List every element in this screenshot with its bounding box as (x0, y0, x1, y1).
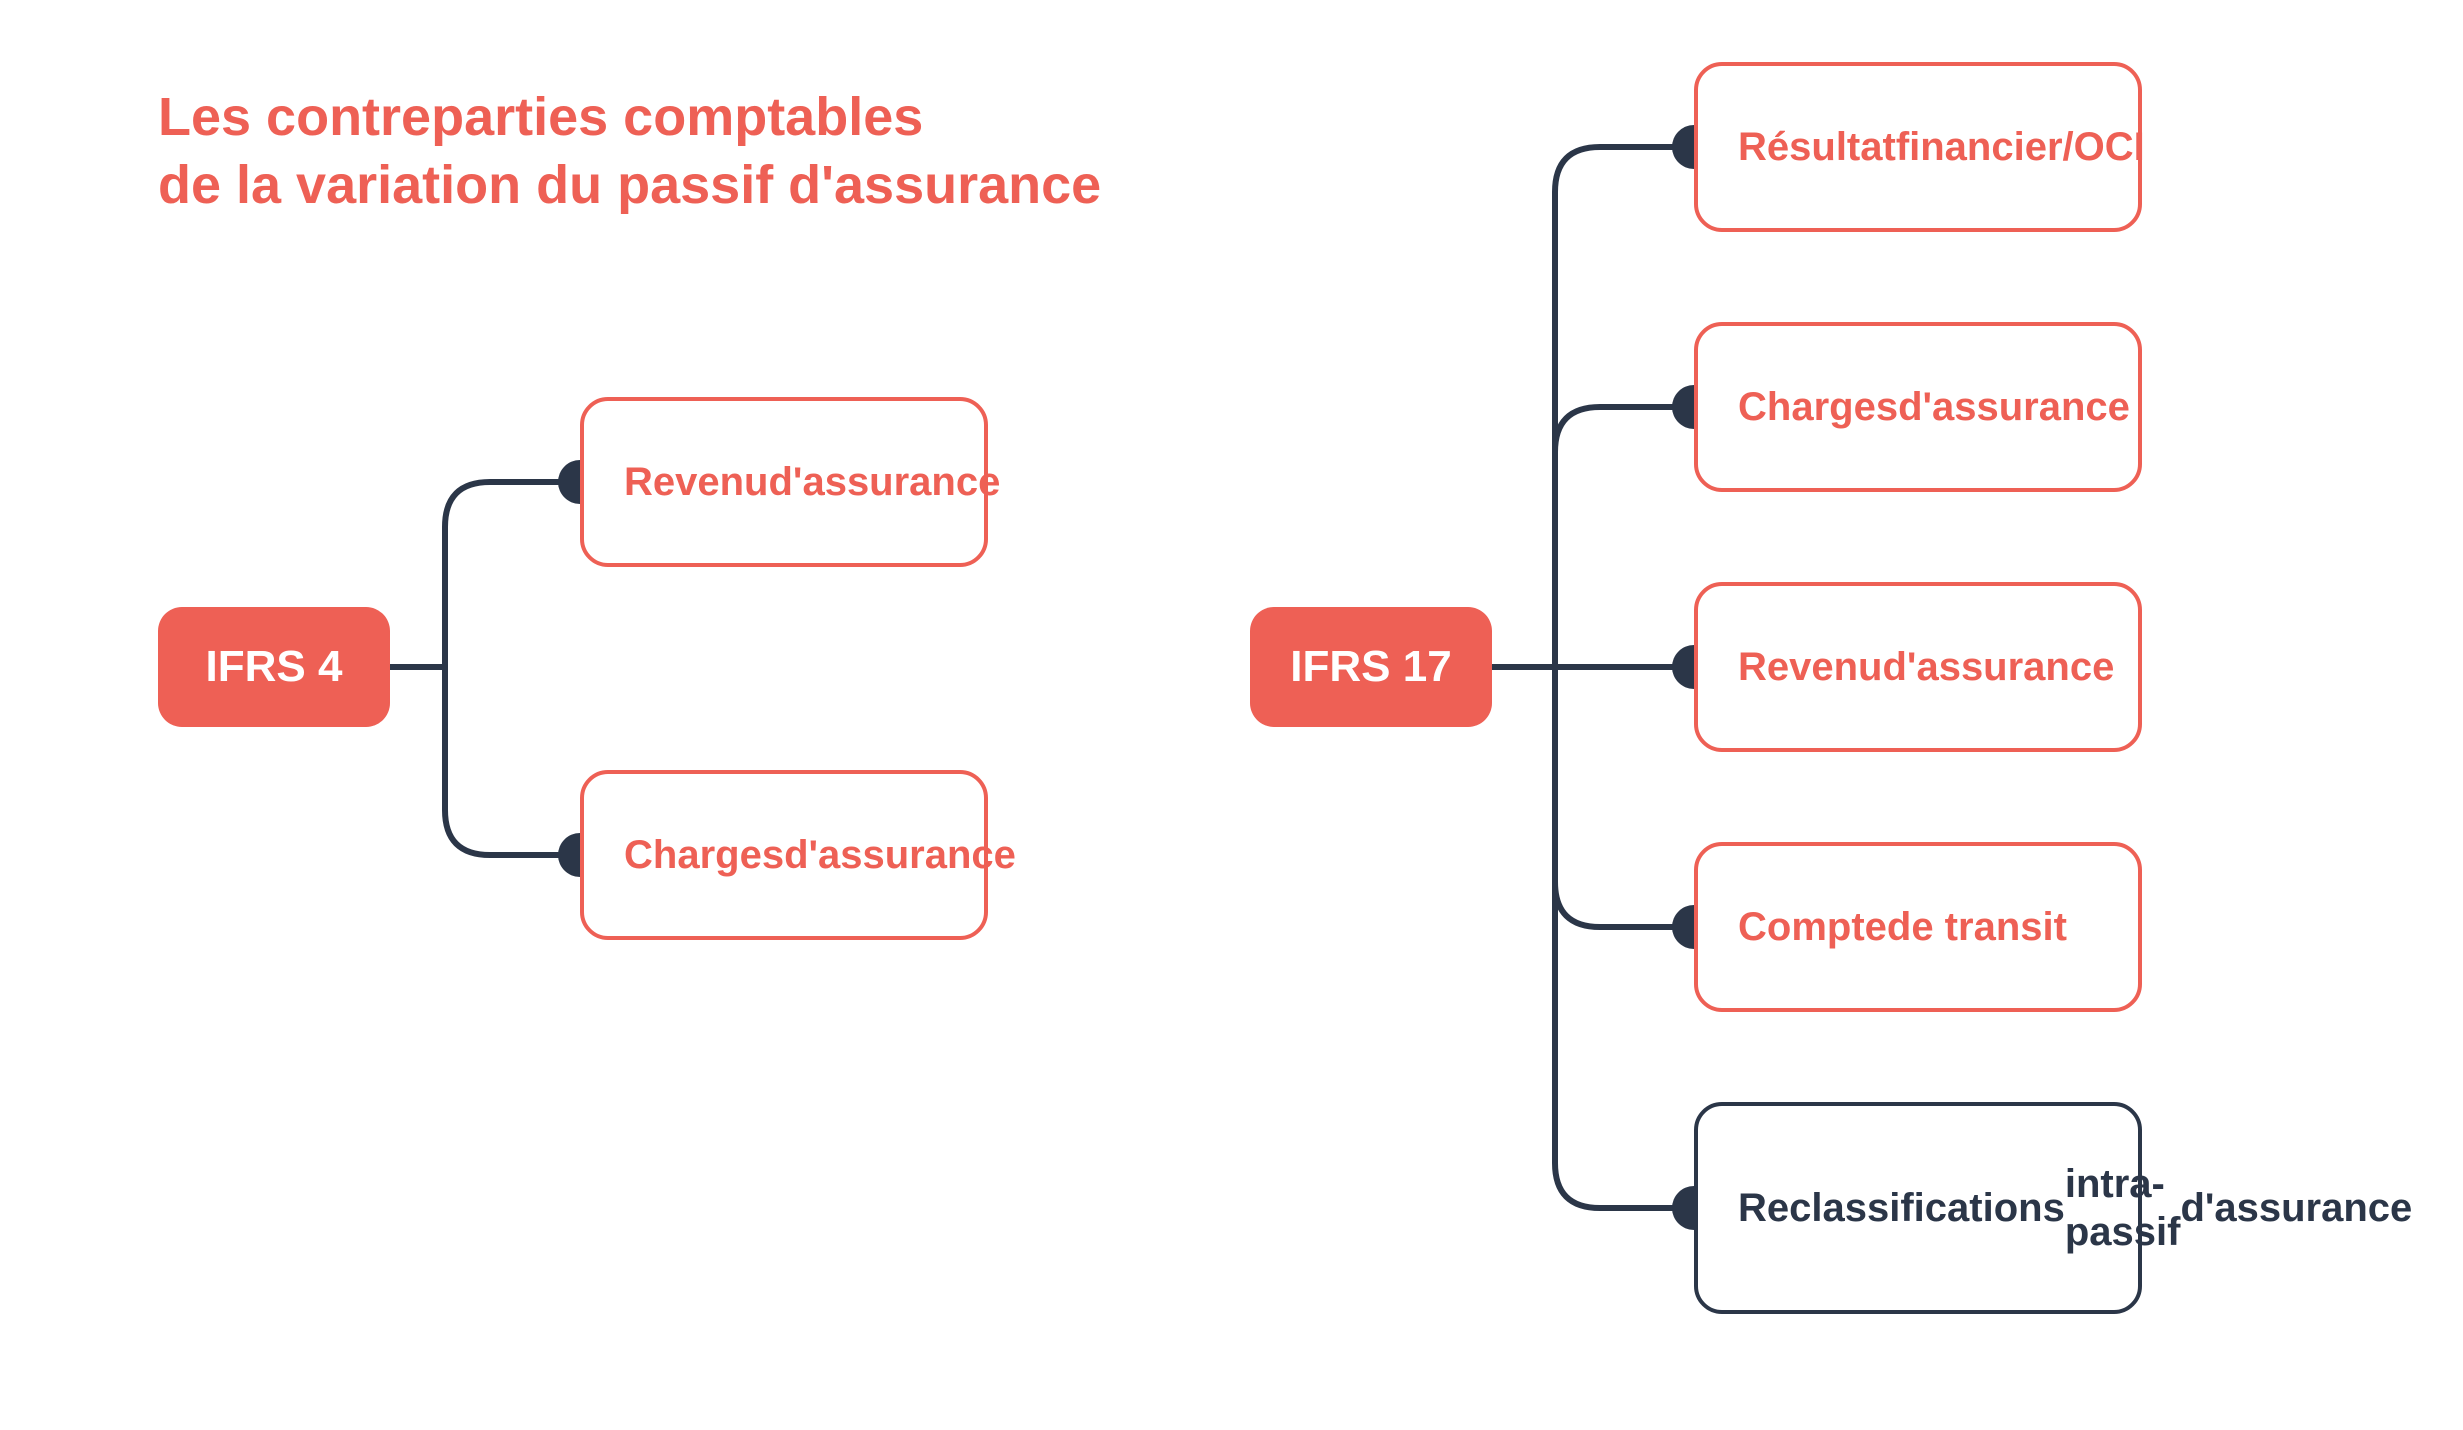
title-line1: Les contreparties comptables (158, 87, 923, 147)
child-node-ifrs4-0: Revenud'assurance (580, 397, 988, 567)
root-node-ifrs4: IFRS 4 (158, 607, 390, 727)
child-node-ifrs17-1: Chargesd'assurance (1694, 322, 2142, 492)
child-node-ifrs17-4: Reclassificationsintra-passifd'assurance (1694, 1102, 2142, 1314)
title-line2: de la variation du passif d'assurance (158, 155, 1101, 215)
child-node-ifrs17-2: Revenud'assurance (1694, 582, 2142, 752)
child-node-ifrs17-0: Résultatfinancier/OCI (1694, 62, 2142, 232)
child-node-ifrs17-3: Comptede transit (1694, 842, 2142, 1012)
root-node-ifrs17: IFRS 17 (1250, 607, 1492, 727)
child-node-ifrs4-1: Chargesd'assurance (580, 770, 988, 940)
diagram-title: Les contreparties comptables de la variat… (158, 84, 1101, 219)
